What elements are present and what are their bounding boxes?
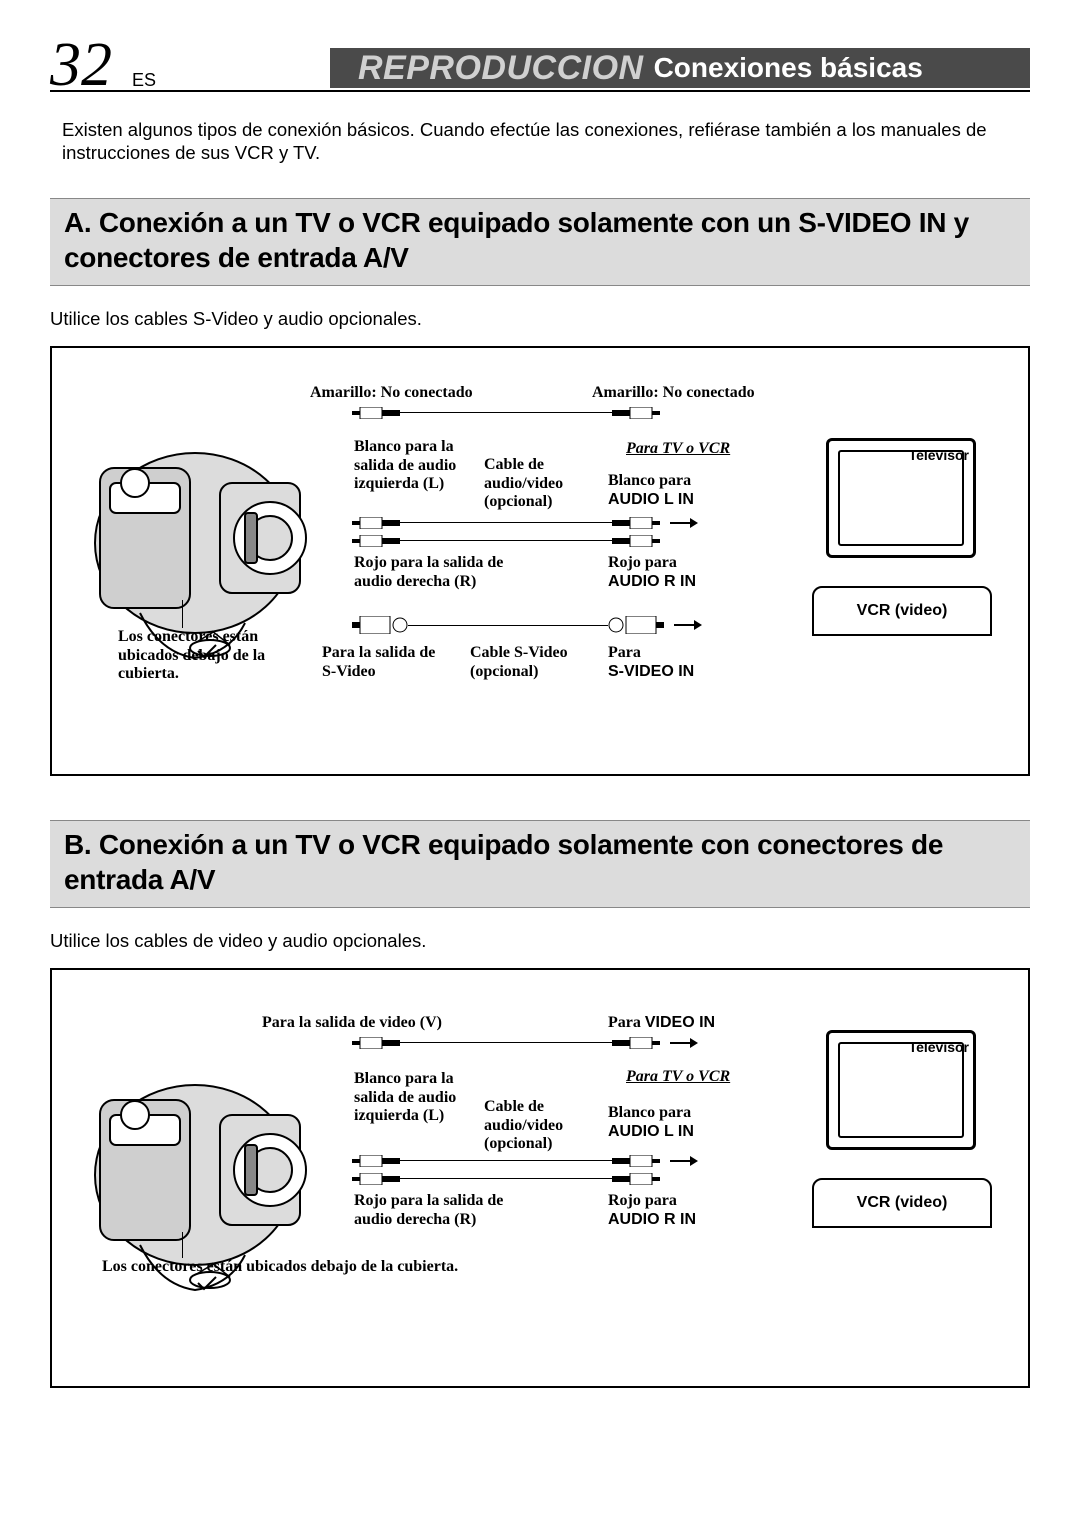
label-red-in-b: Rojo paraAUDIO R IN [608,1192,728,1229]
tv-icon: Televisor [826,1030,976,1150]
section-b-intro: Utilice los cables de video y audio opci… [50,930,1030,952]
vcr-label: VCR (video) [814,1194,990,1212]
label-red-in-a: Rojo paraAUDIO R IN [608,554,728,591]
label-video-in-b: Para VIDEO IN [608,1014,715,1032]
plug-icon [612,516,660,528]
label-connectors-under-a: Los conectores están ubicados debajo de … [118,628,288,683]
arrow-icon [674,618,702,636]
title-bar: REPRODUCCION Conexiones básicas [330,48,1030,88]
tv-label: Televisor [909,1039,969,1055]
arrow-icon [670,1154,698,1172]
vcr-label: VCR (video) [814,602,990,620]
vcr-icon: VCR (video) [812,586,992,636]
label-video-out-b: Para la salida de video (V) [262,1014,442,1032]
label-white-out-a: Blanco para la salida de audio izquierda… [354,438,474,493]
plug-icon [352,406,400,418]
plug-icon [352,1036,400,1048]
intro-text: Existen algunos tipos de conexión básico… [62,118,1030,164]
label-para-tvvcr-b: Para TV o VCR [626,1068,730,1086]
plug-icon [612,406,660,418]
label-cable-av-a: Cable de audio/video (opcional) [484,456,594,511]
label-connectors-under-b: Los conectores están ubicados debajo de … [102,1258,602,1276]
label-red-out-b: Rojo para la salida de audio derecha (R) [354,1192,504,1229]
title-underline [50,90,1030,92]
label-cable-av-b: Cable de audio/video (opcional) [484,1098,594,1153]
title-sub: Conexiones básicas [654,52,923,84]
label-para-tvvcr-a: Para TV o VCR [626,440,730,458]
plug-icon [612,1154,660,1166]
arrow-icon [670,1036,698,1054]
plug-icon [352,516,400,528]
section-b-heading: B. Conexión a un TV o VCR equipado solam… [50,820,1030,908]
tv-label: Televisor [909,447,969,463]
plug-icon [612,534,660,546]
tv-vcr-a: Televisor VCR (video) [812,438,992,638]
label-red-out-a: Rojo para la salida de audio derecha (R) [354,554,524,591]
label-white-out-b: Blanco para la salida de audio izquierda… [354,1070,474,1125]
plug-icon [612,1036,660,1048]
page-lang: ES [132,70,156,91]
label-cable-sv-a: Cable S-Video (opcional) [470,644,600,681]
label-svideo-in-a: ParaS-VIDEO IN [608,644,728,681]
label-white-in-b: Blanco paraAUDIO L IN [608,1104,728,1141]
plug-icon [352,1154,400,1166]
diagram-b: Televisor VCR (video) Para la salida de … [50,968,1030,1388]
diagram-a: Televisor VCR (video) Amarillo: No conec… [50,346,1030,776]
tv-vcr-b: Televisor VCR (video) [812,1030,992,1230]
section-a-intro: Utilice los cables S-Video y audio opcio… [50,308,1030,330]
page-header: 32 ES REPRODUCCION Conexiones básicas [50,40,1030,100]
label-yellow-right-a: Amarillo: No conectado [592,384,755,402]
plug-icon [352,1172,400,1184]
plug-icon [352,534,400,546]
tv-icon: Televisor [826,438,976,558]
plug-icon [612,1172,660,1184]
label-yellow-left-a: Amarillo: No conectado [310,384,473,402]
arrow-icon [670,516,698,534]
section-a-heading: A. Conexión a un TV o VCR equipado solam… [50,198,1030,286]
vcr-icon: VCR (video) [812,1178,992,1228]
title-main: REPRODUCCION [330,49,644,88]
label-white-in-a: Blanco paraAUDIO L IN [608,472,728,509]
svideo-plug-icon [608,616,664,634]
svideo-plug-icon [352,616,408,634]
label-svideo-out-a: Para la salida de S-Video [322,644,442,681]
